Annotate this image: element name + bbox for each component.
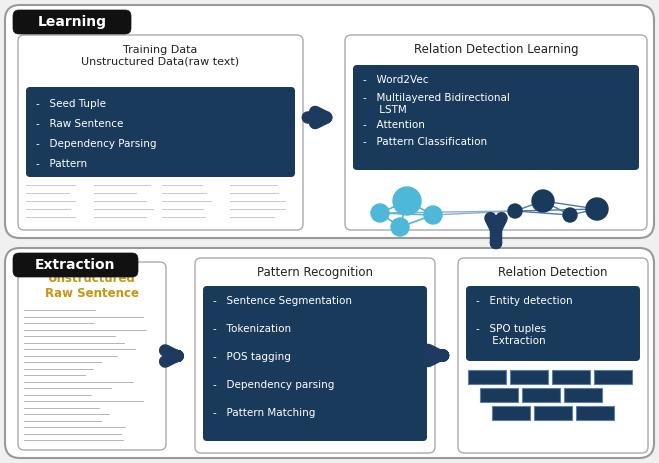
Text: Unstructured
Raw Sentence: Unstructured Raw Sentence <box>45 272 139 300</box>
Text: Pattern Recognition: Pattern Recognition <box>257 266 373 279</box>
Text: -   Word2Vec: - Word2Vec <box>363 75 428 85</box>
Text: -   Dependency Parsing: - Dependency Parsing <box>36 139 156 149</box>
Bar <box>576 406 614 420</box>
FancyBboxPatch shape <box>203 286 427 441</box>
Text: -   Multilayered Bidirectional
     LSTM: - Multilayered Bidirectional LSTM <box>363 93 510 115</box>
Text: Extraction: Extraction <box>35 258 116 272</box>
Text: Relation Detection Learning: Relation Detection Learning <box>414 43 579 56</box>
FancyBboxPatch shape <box>26 87 295 177</box>
Text: -   Pattern: - Pattern <box>36 159 87 169</box>
Bar <box>468 370 506 384</box>
Bar <box>594 370 632 384</box>
Text: -   Raw Sentence: - Raw Sentence <box>36 119 123 129</box>
FancyBboxPatch shape <box>13 253 138 277</box>
FancyBboxPatch shape <box>353 65 639 170</box>
Text: Learning: Learning <box>38 15 107 29</box>
Text: Training Data
Unstructured Data(raw text): Training Data Unstructured Data(raw text… <box>82 45 240 67</box>
Bar <box>510 370 548 384</box>
Bar <box>492 406 530 420</box>
FancyBboxPatch shape <box>18 262 166 450</box>
Circle shape <box>563 208 577 222</box>
Text: -   POS tagging: - POS tagging <box>213 352 291 362</box>
Bar <box>552 370 590 384</box>
Text: -   Entity detection: - Entity detection <box>476 296 573 306</box>
FancyBboxPatch shape <box>5 5 654 238</box>
FancyBboxPatch shape <box>18 35 303 230</box>
Text: -   SPO tuples
     Extraction: - SPO tuples Extraction <box>476 324 546 345</box>
Text: -   Seed Tuple: - Seed Tuple <box>36 99 106 109</box>
Circle shape <box>371 204 389 222</box>
Bar <box>522 388 560 402</box>
Text: -   Sentence Segmentation: - Sentence Segmentation <box>213 296 352 306</box>
Bar <box>534 406 572 420</box>
FancyBboxPatch shape <box>466 286 640 361</box>
Circle shape <box>586 198 608 220</box>
FancyBboxPatch shape <box>13 10 131 34</box>
Bar <box>564 388 602 402</box>
FancyBboxPatch shape <box>345 35 647 230</box>
Text: -   Pattern Classification: - Pattern Classification <box>363 137 487 147</box>
Text: -   Attention: - Attention <box>363 120 425 130</box>
Circle shape <box>532 190 554 212</box>
Text: Relation Detection: Relation Detection <box>498 266 608 279</box>
Circle shape <box>393 187 421 215</box>
Text: -   Dependency parsing: - Dependency parsing <box>213 380 334 390</box>
Text: -   Pattern Matching: - Pattern Matching <box>213 408 316 418</box>
Circle shape <box>391 218 409 236</box>
FancyBboxPatch shape <box>195 258 435 453</box>
FancyBboxPatch shape <box>458 258 648 453</box>
Bar <box>480 388 518 402</box>
Circle shape <box>424 206 442 224</box>
Circle shape <box>508 204 522 218</box>
FancyBboxPatch shape <box>5 248 654 458</box>
Text: -   Tokenization: - Tokenization <box>213 324 291 334</box>
